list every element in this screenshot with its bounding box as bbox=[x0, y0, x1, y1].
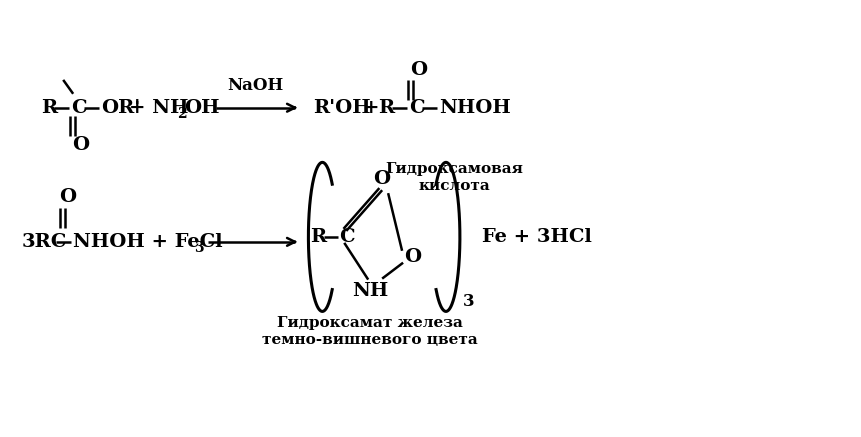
Text: NaOH: NaOH bbox=[227, 77, 283, 94]
Text: O: O bbox=[404, 248, 421, 266]
Text: OH: OH bbox=[183, 99, 220, 117]
Text: R: R bbox=[378, 99, 394, 117]
Text: R: R bbox=[41, 99, 58, 117]
Text: O: O bbox=[410, 61, 427, 79]
Text: OR': OR' bbox=[101, 99, 140, 117]
Text: C: C bbox=[71, 99, 87, 117]
Text: R: R bbox=[310, 228, 326, 246]
Text: +: + bbox=[363, 99, 380, 117]
Text: NHOH: NHOH bbox=[439, 99, 511, 117]
Text: C: C bbox=[409, 99, 424, 117]
Text: 3: 3 bbox=[194, 241, 203, 255]
Text: R'OH: R'OH bbox=[313, 99, 371, 117]
Text: + NH: + NH bbox=[129, 99, 189, 117]
Text: 3: 3 bbox=[463, 293, 474, 310]
Text: NHOH + FeCl: NHOH + FeCl bbox=[73, 233, 223, 251]
Text: 2: 2 bbox=[177, 107, 187, 121]
Text: O: O bbox=[59, 188, 77, 206]
Text: NH: NH bbox=[352, 281, 388, 299]
Text: Fe + 3HCl: Fe + 3HCl bbox=[482, 228, 592, 246]
Text: 3RC: 3RC bbox=[22, 233, 66, 251]
Text: C: C bbox=[339, 228, 355, 246]
Text: Гидроксамат железа
темно-вишневого цвета: Гидроксамат железа темно-вишневого цвета bbox=[263, 316, 478, 347]
Text: Гидроксамовая
кислота: Гидроксамовая кислота bbox=[385, 163, 523, 193]
Text: O: O bbox=[374, 170, 391, 188]
Text: O: O bbox=[72, 136, 90, 154]
